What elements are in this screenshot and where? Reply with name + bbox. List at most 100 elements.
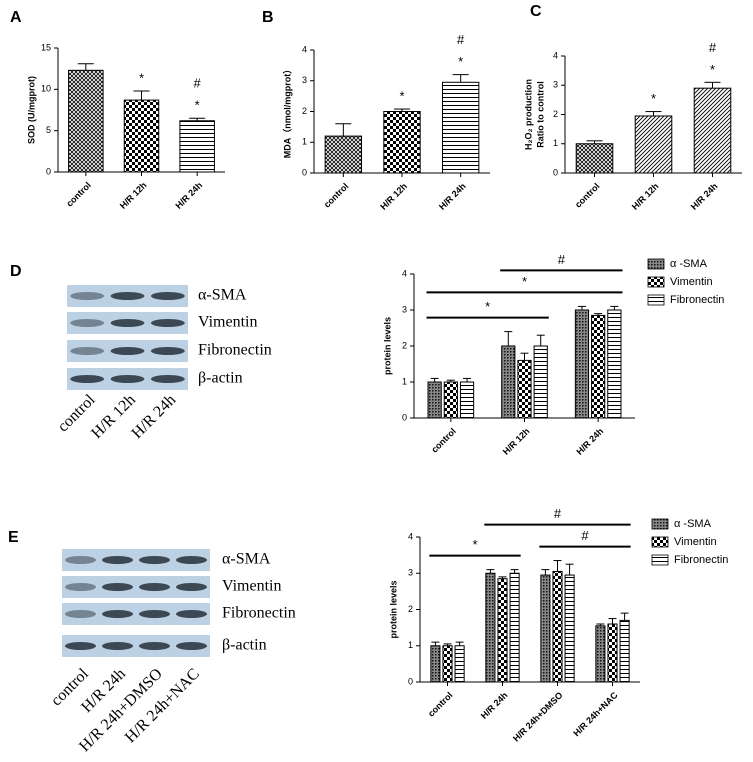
y-tick-label: 2 — [402, 340, 407, 350]
bar — [442, 645, 453, 683]
bar — [533, 345, 548, 419]
significance-mark: # — [709, 40, 717, 55]
bar — [607, 309, 622, 419]
blot-band — [175, 610, 208, 618]
bar — [634, 115, 673, 174]
bar — [485, 572, 496, 683]
blot-band — [101, 583, 134, 591]
y-tick-label: 2 — [408, 604, 413, 614]
protein-label: α-SMA — [222, 551, 271, 568]
legend-label: α -SMA — [674, 518, 712, 530]
blot-band — [138, 556, 171, 564]
blot-band — [70, 292, 105, 300]
blot-band — [175, 642, 208, 650]
protein-label: β-actin — [222, 637, 267, 654]
y-tick-label: 3 — [302, 75, 307, 85]
x-tick-label: control — [429, 426, 458, 455]
panel-label: A — [10, 9, 22, 26]
blot-band — [150, 319, 185, 327]
bar — [68, 69, 104, 173]
y-axis-label: MDA（nmol/mgprot） — [282, 65, 292, 159]
blot-band — [138, 642, 171, 650]
significance-mark: * — [522, 274, 527, 289]
significance-mark: * — [399, 88, 404, 103]
blot-band — [150, 375, 185, 383]
legend-label: Vimentin — [674, 536, 717, 548]
bar — [564, 574, 575, 683]
bar — [501, 345, 516, 419]
bar — [324, 135, 363, 174]
blot-band — [64, 583, 97, 591]
significance-mark: # — [194, 76, 202, 91]
bar — [441, 81, 480, 174]
significance-mark: # — [457, 32, 465, 47]
y-axis-label: Ratio to control — [535, 81, 545, 148]
panel-label: D — [10, 263, 22, 280]
blot-band — [138, 610, 171, 618]
y-tick-label: 0 — [302, 167, 307, 177]
significance-mark: # — [581, 528, 589, 543]
y-tick-label: 1 — [408, 640, 413, 650]
lane-label: H/R 12h — [88, 391, 139, 442]
bar — [540, 574, 551, 683]
y-axis-label: protein levels — [382, 317, 392, 375]
blot-strip — [62, 635, 210, 657]
protein-label: Fibronectin — [198, 342, 272, 359]
x-tick-label: H/R 12h — [501, 426, 532, 457]
significance-mark: * — [458, 54, 463, 69]
protein-label: Fibronectin — [222, 605, 296, 622]
x-tick-label: H/R 12h — [378, 181, 409, 212]
bar — [595, 625, 606, 683]
significance-mark: # — [558, 252, 566, 267]
protein-label: β-actin — [198, 370, 243, 387]
protein-label: Vimentin — [198, 314, 257, 331]
blot-band — [64, 610, 97, 618]
blot-band — [150, 347, 185, 355]
blot-band — [64, 556, 97, 564]
y-axis-label: protein levels — [388, 580, 398, 638]
y-tick-label: 4 — [402, 268, 407, 278]
y-tick-label: 4 — [302, 44, 307, 54]
protein-label: α-SMA — [198, 287, 247, 304]
y-tick-label: 1 — [553, 138, 558, 148]
blot-band — [110, 292, 145, 300]
x-tick-label: H/R 24h — [689, 181, 720, 212]
panel-label: E — [8, 529, 19, 546]
significance-mark: * — [485, 299, 490, 314]
blot-band — [110, 347, 145, 355]
bar — [454, 645, 465, 683]
blot-band — [138, 583, 171, 591]
significance-mark: * — [710, 62, 715, 77]
legend-swatch — [651, 536, 669, 548]
legend-label: α -SMA — [670, 258, 708, 270]
blot-band — [70, 347, 105, 355]
blot-band — [101, 556, 134, 564]
significance-mark: * — [195, 98, 200, 113]
bar — [123, 99, 160, 173]
significance-mark: # — [554, 506, 562, 521]
blot-band — [64, 642, 97, 650]
legend-swatch — [647, 294, 665, 306]
bar — [574, 309, 590, 419]
y-tick-label: 2 — [302, 106, 307, 116]
blot-band — [175, 556, 208, 564]
y-tick-label: 3 — [408, 568, 413, 578]
legend-label: Fibronectin — [674, 554, 728, 566]
legend-swatch — [647, 258, 665, 270]
y-tick-label: 5 — [46, 125, 51, 135]
x-tick-label: H/R 24h — [437, 181, 468, 212]
bar — [607, 623, 618, 683]
blot-band — [70, 375, 105, 383]
bar — [383, 111, 421, 174]
x-tick-label: H/R 12h — [630, 181, 661, 212]
blot-band — [70, 319, 105, 327]
blot-strip — [62, 549, 210, 571]
blot-strip — [62, 603, 210, 625]
x-tick-label: control — [64, 180, 93, 209]
y-tick-label: 0 — [408, 676, 413, 686]
y-tick-label: 15 — [41, 42, 51, 52]
y-tick-label: 0 — [402, 412, 407, 422]
bar — [179, 120, 215, 173]
blot-band — [110, 319, 145, 327]
y-tick-label: 10 — [41, 84, 51, 94]
